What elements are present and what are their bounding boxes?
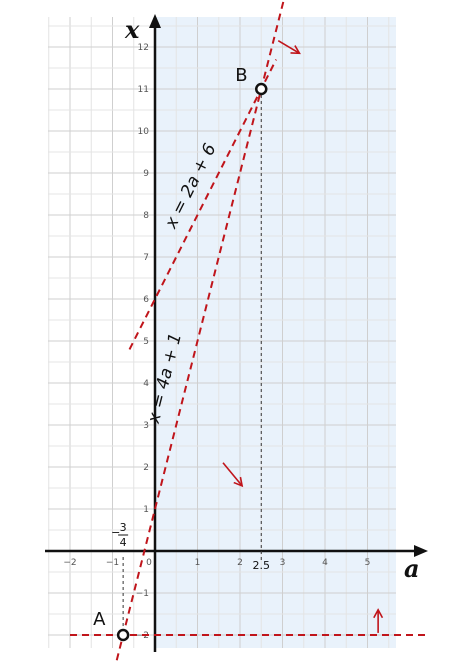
x-tick-label: 1 <box>195 558 201 568</box>
a-value-marker-b: 2.5 <box>253 559 271 572</box>
x-tick-label: 2 <box>237 558 243 568</box>
axes <box>45 14 428 652</box>
y-axis-label: x <box>124 15 140 44</box>
shaded-region <box>155 17 396 648</box>
fraction-numerator: 3 <box>120 521 127 534</box>
direction-arrow-shaft <box>222 462 243 487</box>
point-a-label: A <box>93 609 106 630</box>
y-tick-label: 4 <box>143 379 149 389</box>
boundary-line-2a-plus-6 <box>128 59 278 350</box>
x-tick-label: −1 <box>106 558 119 568</box>
y-tick-label: 2 <box>143 463 149 473</box>
x-tick-label: −2 <box>63 558 76 568</box>
y-tick-label: 9 <box>143 169 149 179</box>
boundary-line-4a-plus-1 <box>115 0 285 661</box>
y-tick-label: 1 <box>143 505 149 515</box>
x-axis-label: a <box>404 554 420 583</box>
x-tick-label: 5 <box>365 558 371 568</box>
fraction-sign: − <box>111 526 120 539</box>
a-value-marker-a: − 3 4 <box>111 521 129 549</box>
x-tick-label: 0 <box>146 558 152 568</box>
y-tick-label: 12 <box>138 43 149 53</box>
y-tick-label: 6 <box>143 295 149 305</box>
direction-arrow-head <box>290 45 301 55</box>
x-tick-label: 3 <box>280 558 286 568</box>
y-tick-label: 10 <box>138 127 150 137</box>
y-tick-label: 7 <box>143 253 149 263</box>
y-tick-label: 11 <box>138 85 149 95</box>
y-tick-label: −1 <box>136 589 149 599</box>
point-a-marker <box>116 628 130 642</box>
point-b-label: B <box>235 65 247 86</box>
x-axis-arrowhead <box>414 545 428 557</box>
direction-arrow-shaft <box>277 40 300 54</box>
y-tick-label: 8 <box>143 211 149 221</box>
direction-arrow-head <box>373 608 384 619</box>
y-tick-label: 3 <box>143 421 149 431</box>
y-axis-arrowhead <box>149 14 161 28</box>
fraction-denominator: 4 <box>120 536 127 549</box>
y-tick-label: 5 <box>143 337 149 347</box>
point-b-marker <box>255 82 268 96</box>
x-tick-label: 4 <box>322 558 328 568</box>
direction-arrow-head <box>233 476 244 488</box>
direction-arrows <box>222 40 384 633</box>
